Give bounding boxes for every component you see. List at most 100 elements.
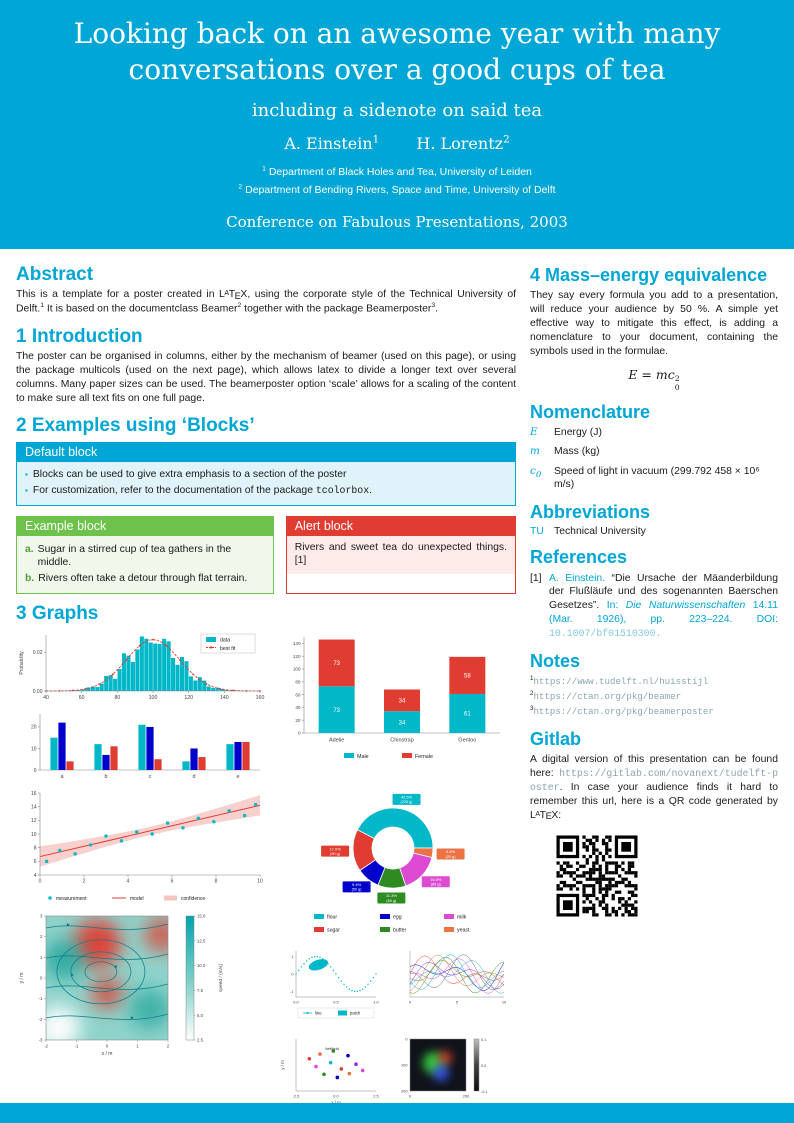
notes-list: 1https://www.tudelft.nl/huisstijl 2https…: [530, 675, 778, 719]
svg-text:10: 10: [31, 746, 37, 752]
svg-text:model: model: [130, 896, 144, 902]
svg-text:40: 40: [43, 695, 49, 701]
svg-text:Female: Female: [415, 754, 433, 760]
list-item: b. Rivers often take a detour through fla…: [25, 572, 248, 584]
note-link[interactable]: https://ctan.org/pkg/beamer: [533, 691, 682, 703]
svg-text:x / m: x / m: [102, 1051, 113, 1057]
default-block-body: ▪ Blocks can be used to give extra emphas…: [17, 462, 515, 505]
svg-text:0.1: 0.1: [481, 1038, 486, 1042]
introduction-heading: 1 Introduction: [16, 325, 143, 347]
svg-text:73: 73: [333, 708, 340, 714]
chart-histogram: 40 60 80 100 120 140 160 0.00 0.02 Probability dat…: [19, 633, 264, 701]
qr-wrap: [550, 828, 778, 928]
abstract-heading: Abstract: [16, 263, 94, 285]
nomenclature-item: c0 Speed of light in vacuum (299.792 458…: [530, 464, 760, 491]
svg-text:5: 5: [456, 999, 458, 1004]
svg-text:line: line: [315, 1011, 322, 1016]
svg-text:y / m: y / m: [280, 1060, 285, 1070]
svg-text:confidence: confidence: [181, 896, 205, 902]
svg-text:15.0: 15.0: [197, 914, 206, 919]
svg-text:\leftfield: \leftfield: [325, 1046, 339, 1051]
svg-text:140: 140: [220, 695, 229, 701]
svg-text:0.0: 0.0: [481, 1064, 486, 1068]
abbreviations-heading: Abbreviations: [530, 501, 651, 522]
bullet-icon: ▪: [25, 485, 28, 495]
svg-text:100: 100: [293, 667, 301, 672]
note-link[interactable]: https://www.tudelft.nl/huisstijl: [533, 676, 709, 688]
example-block-title: Example block: [17, 516, 273, 536]
svg-text:butter: butter: [393, 928, 407, 934]
authors: A. Einstein1 H. Lorentz2: [30, 134, 764, 153]
svg-text:0: 0: [39, 878, 42, 884]
chart-grouped-bar: 0 10 20 a b c d e: [31, 713, 260, 780]
svg-text:-0.1: -0.1: [481, 1090, 488, 1094]
svg-text:1.0: 1.0: [373, 999, 379, 1004]
chart-stacked-bar: 0 20 40 60 80 100 120 140 73 73 Adelie 34 34 Chinstra…: [293, 636, 500, 760]
svg-text:10.0: 10.0: [197, 963, 206, 968]
svg-text:0.0: 0.0: [333, 1093, 339, 1098]
svg-text:20: 20: [31, 725, 37, 731]
nomenclature-heading: Nomenclature: [530, 401, 651, 422]
svg-text:best fit: best fit: [220, 646, 236, 652]
svg-text:7.5: 7.5: [197, 988, 204, 993]
charts-right-column: 0 20 40 60 80 100 120 140 73 73 Adelie 34 34 Chinstra…: [276, 629, 516, 1113]
abbreviation-item: TU Technical University: [530, 526, 646, 538]
poster-title: Looking back on an awesome year with man…: [73, 17, 721, 87]
chart-regression: 0 2 4 6 8 10 4 6 8 10 12 14 16 measurement model confid…: [31, 791, 263, 902]
svg-text:data: data: [220, 637, 230, 643]
blocks-heading: 2 Examples using ‘Blocks’: [16, 414, 255, 436]
svg-text:100: 100: [149, 695, 158, 701]
default-block-title: Default block: [17, 443, 515, 463]
svg-text:60: 60: [295, 692, 301, 697]
svg-text:-2: -2: [44, 1043, 48, 1048]
svg-text:(85 g): (85 g): [431, 883, 442, 887]
svg-text:6: 6: [34, 859, 37, 865]
alert-block-body: Rivers and sweet tea do unexpected thing…: [286, 535, 515, 574]
svg-text:-3: -3: [39, 1037, 43, 1042]
svg-text:a: a: [60, 774, 64, 780]
affiliation: 2 Department of Bending Rivers, Space an…: [238, 183, 556, 197]
list-item: ▪ Blocks can be used to give extra emphas…: [25, 468, 507, 482]
charts-left-column: 40 60 80 100 120 140 160 0.00 0.02 Probability dat…: [16, 629, 266, 1113]
svg-text:17.0%: 17.0%: [329, 846, 341, 851]
svg-text:0: 0: [34, 768, 37, 774]
svg-text:14: 14: [31, 804, 37, 810]
svg-text:16: 16: [31, 791, 37, 797]
svg-text:speed / (m/s): speed / (m/s): [218, 964, 224, 992]
svg-text:80: 80: [295, 679, 301, 684]
svg-text:measurement: measurement: [56, 896, 87, 902]
author: H. Lorentz2: [416, 133, 510, 154]
svg-text:8: 8: [215, 878, 218, 884]
svg-text:1: 1: [136, 1043, 139, 1048]
example-block-body: a. Sugar in a stirred cup of tea gathers …: [17, 535, 273, 594]
svg-text:(90 g): (90 g): [330, 852, 341, 856]
svg-text:c: c: [149, 774, 152, 780]
svg-text:40: 40: [295, 705, 301, 710]
list-item: ▪ For customization, refer to the documen…: [25, 484, 507, 498]
svg-text:9.4%: 9.4%: [352, 882, 362, 887]
svg-text:61: 61: [464, 712, 471, 718]
nomenclature-list: E Energy (J) m Mass (kg) c0 Speed of lig…: [530, 426, 778, 492]
svg-text:10: 10: [31, 832, 37, 838]
svg-text:Adelie: Adelie: [329, 737, 344, 743]
svg-text:1: 1: [40, 955, 43, 960]
svg-text:2: 2: [40, 934, 43, 939]
svg-text:sugar: sugar: [327, 928, 340, 934]
introduction-text: The poster can be organised in columns, …: [16, 351, 516, 404]
svg-text:42.5%: 42.5%: [401, 795, 413, 800]
svg-text:34: 34: [399, 720, 406, 726]
graphs-grid: 40 60 80 100 120 140 160 0.00 0.02 Probability dat…: [16, 629, 516, 1113]
svg-text:6: 6: [171, 878, 174, 884]
header: Looking back on an awesome year with man…: [0, 0, 794, 249]
footer-bar: [0, 1103, 794, 1123]
svg-text:-1: -1: [290, 989, 293, 994]
abstract-text: This is a template for a poster created …: [16, 289, 516, 315]
svg-text:0: 0: [40, 975, 43, 980]
gitlab-text: A digital version of this presentation c…: [530, 754, 778, 822]
references-heading: References: [530, 547, 628, 568]
svg-text:80: 80: [114, 695, 120, 701]
alert-block-title: Alert block: [286, 516, 515, 536]
note-link[interactable]: https://ctan.org/pkg/beamerposter: [533, 706, 714, 718]
